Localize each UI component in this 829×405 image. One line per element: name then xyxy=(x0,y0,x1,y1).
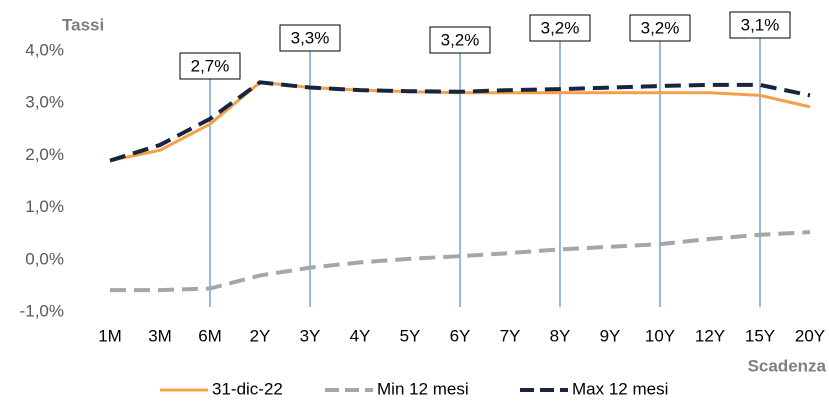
x-tick-label: 10Y xyxy=(645,326,675,345)
y-axis-title: Tassi xyxy=(62,15,104,34)
y-tick-label: 0,0% xyxy=(25,249,64,268)
y-tick-label: -1,0% xyxy=(20,301,64,320)
callout-label: 3,1% xyxy=(741,15,780,34)
x-tick-label: 20Y xyxy=(795,326,825,345)
x-axis-title: Scadenza xyxy=(748,356,827,375)
callout-label: 3,2% xyxy=(541,18,580,37)
y-tick-label: 2,0% xyxy=(25,145,64,164)
y-tick-label: 3,0% xyxy=(25,93,64,112)
series-line xyxy=(109,80,811,163)
legend-label: Max 12 mesi xyxy=(572,379,668,398)
callout-box xyxy=(729,11,791,39)
callout-box xyxy=(529,14,591,42)
x-tick-label: 5Y xyxy=(400,326,421,345)
legend-label: 31-dic-22 xyxy=(212,379,283,398)
legend-label: Min 12 mesi xyxy=(377,379,469,398)
x-tick-label: 12Y xyxy=(695,326,725,345)
callout-label: 3,2% xyxy=(641,18,680,37)
x-tick-label: 15Y xyxy=(745,326,775,345)
series-line xyxy=(110,230,811,293)
callout-box xyxy=(179,52,241,80)
x-tick-label: 1M xyxy=(98,326,122,345)
x-tick-label: 6M xyxy=(198,326,222,345)
callout-label: 2,7% xyxy=(191,56,230,75)
y-tick-label: 4,0% xyxy=(25,40,64,59)
callout-box xyxy=(629,14,691,42)
x-tick-label: 2Y xyxy=(250,326,271,345)
x-tick-label: 9Y xyxy=(600,326,621,345)
x-tick-label: 6Y xyxy=(450,326,471,345)
x-tick-label: 3Y xyxy=(300,326,321,345)
x-tick-label: 4Y xyxy=(350,326,371,345)
x-tick-label: 7Y xyxy=(500,326,521,345)
x-tick-label: 8Y xyxy=(550,326,571,345)
callout-label: 3,2% xyxy=(441,30,480,49)
y-tick-label: 1,0% xyxy=(25,197,64,216)
callout-box xyxy=(279,24,341,52)
callout-box xyxy=(429,26,491,54)
x-tick-label: 3M xyxy=(148,326,172,345)
callout-label: 3,3% xyxy=(291,28,330,47)
